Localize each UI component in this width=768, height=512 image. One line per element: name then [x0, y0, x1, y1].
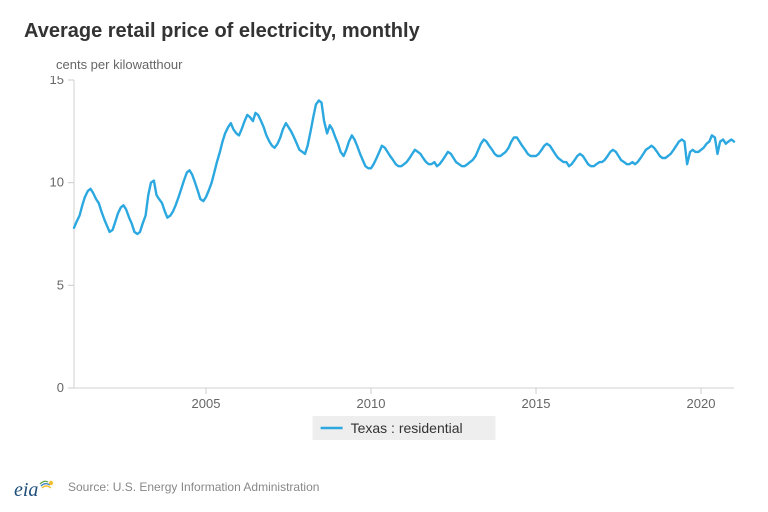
series-line [74, 101, 734, 235]
chart-title: Average retail price of electricity, mon… [24, 20, 744, 43]
x-tick-label: 2005 [192, 396, 221, 411]
y-axis-title: cents per kilowatthour [56, 57, 744, 72]
source-text: Source: U.S. Energy Information Administ… [68, 480, 319, 494]
y-tick-label: 10 [50, 175, 64, 190]
y-tick-label: 0 [57, 380, 64, 395]
y-tick-label: 15 [50, 76, 64, 87]
x-tick-label: 2015 [522, 396, 551, 411]
logo-sun [49, 481, 53, 485]
logo-swoosh-3 [42, 486, 51, 488]
chart-svg: 0 5 10 15 2005 2010 2015 2020 Texas : residentia… [24, 76, 744, 446]
x-tick-label: 2020 [687, 396, 716, 411]
x-tick-label: 2010 [357, 396, 386, 411]
eia-logo: eia [14, 472, 58, 502]
chart-container: Average retail price of electricity, mon… [0, 0, 768, 454]
footer: eia Source: U.S. Energy Information Admi… [14, 472, 319, 502]
logo-text: eia [14, 479, 38, 501]
plot-area: 0 5 10 15 2005 2010 2015 2020 Texas : residentia… [24, 76, 744, 446]
legend-label: Texas : residential [351, 420, 463, 436]
y-tick-label: 5 [57, 277, 64, 292]
